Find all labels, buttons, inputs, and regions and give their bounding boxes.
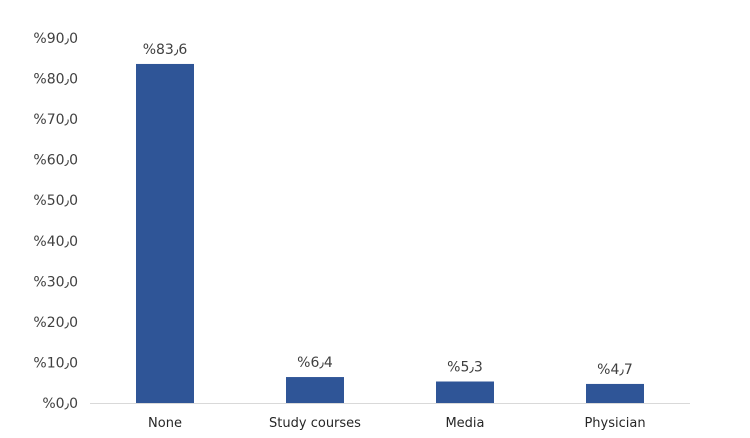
bar-media xyxy=(436,381,494,403)
y-tick-label: %30٫0 xyxy=(33,274,78,290)
y-tick-label: %70٫0 xyxy=(33,112,78,128)
category-label: Study courses xyxy=(269,416,361,431)
y-axis-tick-labels: %0٫0 %10٫0 %20٫0 %30٫0 %40٫0 %50٫0 %60٫0 %70٫0%… xyxy=(33,31,78,412)
category-label: Media xyxy=(445,416,484,431)
bar-study-courses xyxy=(286,377,344,403)
data-label: %5٫3 xyxy=(447,360,483,376)
x-axis-category-labels: None Study courses Media Physician xyxy=(148,416,646,431)
bars xyxy=(136,63,644,403)
y-tick-label: %50٫0 xyxy=(33,193,78,209)
y-tick-label: %40٫0 xyxy=(33,234,78,250)
y-tick-label: %10٫0 xyxy=(33,355,78,371)
bar-none xyxy=(136,63,194,403)
data-label: %83٫6 xyxy=(143,42,188,58)
data-label: %6٫4 xyxy=(297,355,333,371)
y-tick-label: %20٫0 xyxy=(33,315,78,331)
bar-physician xyxy=(586,383,644,403)
data-labels: %83٫6 %6٫4 %5٫3 %4٫7 xyxy=(143,42,633,378)
y-tick-label: %90٫0 xyxy=(33,31,78,47)
y-tick-label: %60٫0 xyxy=(33,153,78,169)
y-tick-label: %80٫0 xyxy=(33,72,78,88)
data-label: %4٫7 xyxy=(597,362,633,378)
category-label: None xyxy=(148,416,182,431)
y-tick-label: %0٫0 xyxy=(42,396,78,412)
category-label: Physician xyxy=(584,416,645,431)
